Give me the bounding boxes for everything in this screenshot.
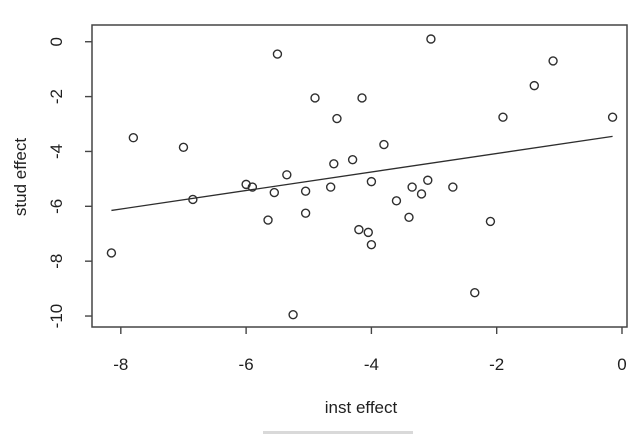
data-point-marker (263, 215, 273, 225)
data-point-marker (363, 227, 373, 238)
data-point-marker (407, 182, 417, 192)
data-point-marker (357, 93, 367, 103)
x-tick-label: -8 (113, 355, 128, 374)
data-point-marker (366, 240, 377, 250)
data-point-marker (426, 34, 436, 44)
data-point-marker (391, 196, 402, 206)
data-point-marker (269, 187, 280, 198)
y-tick-label: -6 (47, 199, 66, 214)
y-tick-label: -10 (47, 304, 66, 329)
data-point-marker (470, 288, 480, 298)
data-point-marker (423, 175, 433, 185)
data-point-marker (354, 224, 364, 235)
data-point-marker (448, 182, 458, 192)
data-point-marker (188, 194, 198, 205)
data-point-marker (106, 248, 117, 258)
data-point-marker (282, 170, 292, 180)
data-point-marker (548, 56, 558, 66)
x-tick-label: 0 (617, 355, 626, 374)
data-point-marker (498, 112, 508, 122)
bottom-edge-artifact (263, 431, 413, 434)
data-point-marker (329, 159, 339, 169)
x-tick-label: -4 (364, 355, 379, 374)
data-points (106, 34, 618, 320)
data-point-marker (607, 112, 618, 122)
x-axis-ticks: -8 -6 -4 -2 0 (113, 327, 627, 374)
data-point-marker (379, 139, 389, 150)
data-point-marker (404, 212, 414, 222)
data-point-marker (325, 182, 336, 192)
y-axis-label: stud effect (11, 138, 30, 216)
y-tick-label: -2 (47, 89, 66, 104)
data-point-marker (332, 113, 342, 124)
data-point-marker (310, 93, 320, 103)
data-point-marker (247, 182, 258, 192)
data-point-marker (300, 186, 311, 196)
data-point-marker (128, 133, 139, 143)
x-tick-label: -6 (239, 355, 254, 374)
data-point-marker (178, 142, 189, 153)
x-axis-label: inst effect (325, 398, 398, 417)
y-tick-label: 0 (47, 37, 66, 46)
regression-line (111, 135, 613, 212)
data-point-marker (416, 189, 427, 199)
x-tick-label: -2 (489, 355, 504, 374)
y-axis-ticks: 0 -2 -4 -6 -8 -10 (47, 37, 92, 328)
data-point-marker (366, 176, 377, 187)
data-point-marker (529, 80, 539, 91)
data-point-marker (485, 216, 496, 227)
plot-border (91, 24, 628, 328)
data-point-marker (347, 154, 358, 165)
y-tick-label: -8 (47, 254, 66, 269)
data-point-marker (300, 208, 311, 218)
data-point-marker (288, 309, 298, 320)
data-point-marker (272, 49, 283, 59)
y-tick-label: -4 (47, 144, 66, 159)
